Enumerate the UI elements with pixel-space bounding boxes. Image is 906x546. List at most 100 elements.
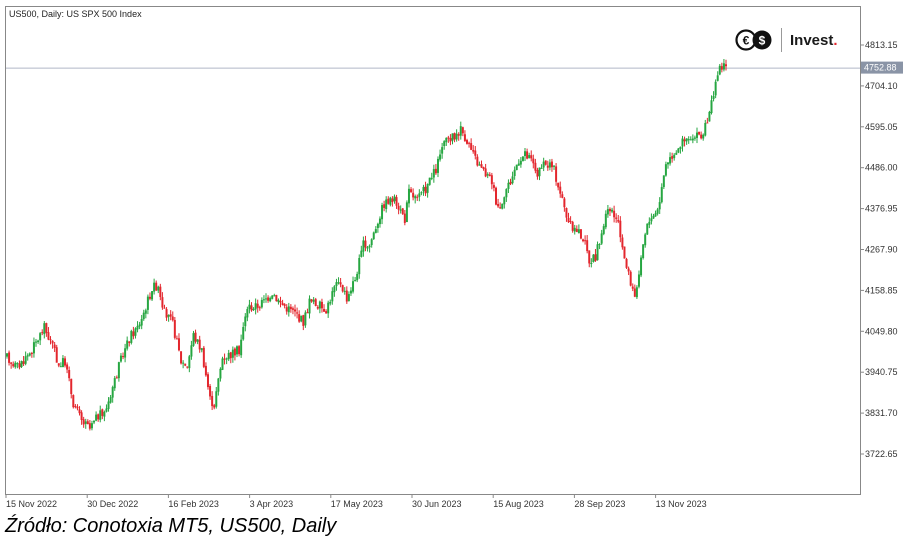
candle-body [436, 158, 439, 173]
candle-body [488, 174, 491, 176]
candle-body [80, 412, 83, 420]
candle-body [47, 332, 50, 340]
candle-body [389, 197, 392, 205]
candle-body [683, 139, 686, 142]
candle-body [490, 175, 493, 185]
candle-body [45, 323, 48, 333]
candle-body [468, 142, 471, 144]
candle-body [347, 294, 350, 301]
candle-body [339, 282, 342, 285]
candle-body [486, 174, 489, 176]
chart-title: US500, Daily: US SPX 500 Index [9, 9, 142, 19]
candle-body [629, 271, 632, 286]
candle-body [225, 358, 228, 360]
y-axis: 4813.15 4704.10 4595.05 4486.00 4376.95 4267.… [860, 40, 898, 459]
candle-body [323, 309, 326, 312]
candle-body [352, 281, 355, 292]
y-tick-label: 4267.90 [865, 245, 898, 255]
candle-body [623, 246, 626, 259]
candle-body [362, 240, 365, 252]
candle-body [718, 65, 721, 75]
candle-body [378, 218, 381, 225]
candle-body [519, 160, 522, 165]
candle-body [559, 186, 562, 194]
candle-body [171, 316, 174, 321]
candle-body [480, 164, 483, 168]
y-tick-label: 3831.70 [865, 408, 898, 418]
candle-body [656, 209, 659, 214]
candle-body [68, 370, 71, 379]
candle-body [681, 138, 684, 147]
candle-body [459, 126, 462, 136]
candle-body [335, 282, 338, 287]
current-price-badge: 4752.88 [861, 61, 903, 74]
candle-body [82, 419, 85, 425]
candle-body [671, 156, 674, 159]
candle-body [331, 291, 334, 302]
brand-separator [781, 28, 782, 52]
candle-body [223, 358, 226, 360]
candle-body [503, 197, 506, 205]
candle-body [177, 338, 180, 351]
candle-body [613, 210, 616, 218]
candle-body [511, 176, 514, 184]
candle-body [706, 122, 709, 124]
candle-body [262, 299, 265, 301]
candle-body [507, 182, 510, 189]
chart-svg: US500, Daily: US SPX 500 Index 4813.15 47… [5, 6, 903, 509]
x-tick-label: 28 Sep 2023 [574, 499, 625, 509]
candle-body [418, 193, 421, 197]
candle-body [88, 423, 91, 429]
candles [6, 58, 727, 431]
candle-body [495, 187, 498, 205]
candle-body [654, 213, 657, 217]
candle-body [393, 196, 396, 202]
candle-body [368, 245, 371, 248]
candle-body [312, 299, 315, 302]
candle-body [279, 300, 282, 303]
candle-body [354, 279, 357, 281]
candle-body [76, 406, 79, 409]
y-tick-label: 4486.00 [865, 163, 898, 173]
candle-body [534, 162, 537, 171]
candle-body [209, 386, 212, 397]
candle-body [590, 263, 593, 265]
candle-body [621, 237, 624, 248]
candle-body [499, 207, 502, 209]
candle-body [725, 64, 727, 67]
candle-body [271, 295, 274, 299]
candle-body [584, 240, 587, 242]
candle-body [397, 205, 400, 210]
candle-body [604, 213, 607, 228]
candle-body [627, 268, 630, 272]
candle-body [163, 307, 166, 309]
candle-body [722, 63, 725, 70]
x-tick-label: 30 Dec 2022 [87, 499, 138, 509]
candle-body [30, 353, 33, 355]
candle-body [14, 362, 17, 368]
candle-body [658, 202, 661, 210]
candle-body [441, 147, 444, 154]
candle-body [664, 164, 667, 176]
candle-body [407, 188, 410, 204]
candle-body [184, 363, 187, 366]
candle-body [329, 301, 332, 304]
brand-name: Invest [790, 31, 834, 49]
candle-body [548, 162, 551, 168]
candle-body [35, 341, 38, 343]
candle-body [689, 139, 692, 141]
candle-body [256, 303, 259, 308]
candle-body [563, 198, 566, 208]
candle-body [536, 169, 539, 177]
candle-body [650, 218, 653, 222]
candle-body [41, 332, 44, 334]
y-tick-label: 3940.75 [865, 367, 898, 377]
candle-body [254, 303, 257, 310]
candle-body [51, 340, 54, 344]
candle-body [182, 362, 185, 364]
candle-body [424, 186, 427, 194]
candle-body [316, 306, 319, 309]
candle-body [134, 328, 137, 336]
candle-body [478, 164, 481, 166]
candle-body [8, 352, 11, 363]
